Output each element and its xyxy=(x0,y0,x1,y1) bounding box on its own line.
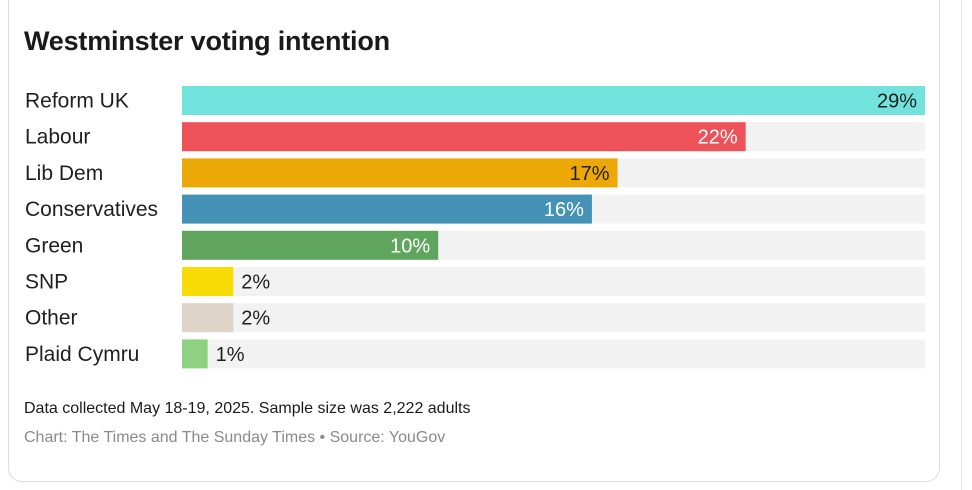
category-label-conservatives: Conservatives xyxy=(25,198,158,221)
data-collection-note: Data collected May 18-19, 2025. Sample s… xyxy=(24,400,471,417)
bar-lib-dem xyxy=(182,158,618,188)
bar-track-plaid-cymru xyxy=(182,339,925,369)
value-label-plaid-cymru: 1% xyxy=(216,344,245,366)
value-label-lib-dem: 17% xyxy=(570,163,610,185)
value-label-snp: 2% xyxy=(241,272,270,294)
bar-green xyxy=(182,230,439,260)
chart-title: Westminster voting intention xyxy=(24,26,390,56)
chart-source: Chart: The Times and The Sunday Times • … xyxy=(24,429,446,446)
bar-labour xyxy=(182,122,746,152)
bar-track-other xyxy=(182,303,925,333)
bar-other xyxy=(182,303,234,333)
category-label-plaid-cymru: Plaid Cymru xyxy=(25,343,139,366)
value-label-conservatives: 16% xyxy=(544,199,584,221)
bar-conservatives xyxy=(182,194,592,224)
category-label-snp: SNP xyxy=(25,271,68,294)
category-label-other: Other xyxy=(25,307,78,330)
value-label-labour: 22% xyxy=(698,127,738,149)
bar-chart: Reform UK 29% Labour 22% Lib Dem 17% Conservat… xyxy=(25,86,925,369)
category-label-lib-dem: Lib Dem xyxy=(25,162,103,185)
adjacent-card-edge xyxy=(961,0,972,490)
category-label-reform-uk: Reform UK xyxy=(25,90,129,113)
bar-track-snp xyxy=(182,267,925,296)
category-label-green: Green xyxy=(25,234,83,257)
bar-plaid-cymru xyxy=(182,339,208,369)
bar-snp xyxy=(182,267,234,296)
value-label-green: 10% xyxy=(390,235,430,257)
bar-reform-uk xyxy=(182,86,925,115)
value-label-other: 2% xyxy=(241,308,270,330)
value-label-reform-uk: 29% xyxy=(877,91,917,113)
category-label-labour: Labour xyxy=(25,126,90,149)
